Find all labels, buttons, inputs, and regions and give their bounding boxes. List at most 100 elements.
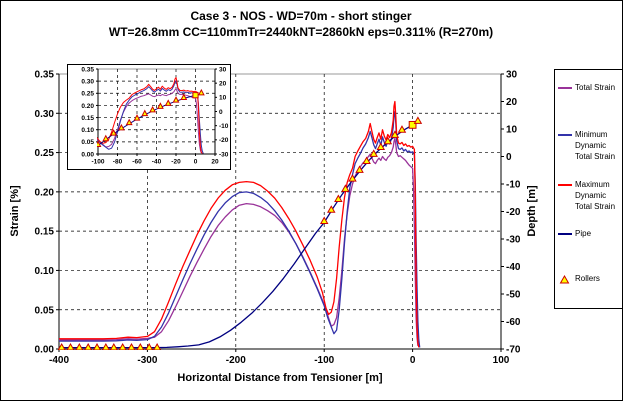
roller-triangle-marker [383, 136, 393, 145]
y-left-tick-label: 0.15 [81, 115, 94, 122]
x-tick-label: -80 [113, 159, 123, 166]
chart-title: Case 3 - NOS - WD=70m - short stinger [190, 9, 412, 23]
roller-triangle-marker [118, 342, 127, 350]
roller-triangle-marker [84, 342, 93, 350]
roller-triangle-marker [125, 118, 133, 126]
roller-triangle-marker [164, 99, 172, 106]
x-tick-label: 0 [410, 355, 416, 366]
x-tick-label: -40 [152, 159, 162, 166]
y-right-tick-label: -30 [219, 151, 229, 158]
roller-triangle-marker [369, 149, 378, 157]
roller-triangle-marker [397, 125, 407, 133]
roller-triangle-marker [145, 342, 154, 350]
chart-subtitle: WT=26.8mm CC=110mmTr=2440kNT=2860kN eps=… [108, 25, 494, 39]
x-tick-label: -60 [132, 159, 142, 166]
y-left-tick-label: 0.35 [35, 70, 55, 81]
y-left-tick-label: 0.20 [35, 187, 55, 198]
x-tick-label: -200 [226, 355, 246, 366]
roller-triangle-marker [334, 194, 343, 202]
roller-triangle-marker [348, 174, 357, 182]
roller-triangle-marker [197, 88, 205, 96]
x-tick-label: -100 [91, 159, 104, 166]
y-left-tick-label: 0.00 [35, 345, 55, 356]
y-right-tick-label: 0 [506, 152, 512, 163]
roller-triangle-marker [97, 140, 102, 147]
series-minimum-dynamic-total-strain [97, 80, 204, 154]
series-maximum-dynamic-total-strain [59, 100, 420, 348]
series-total-strain [59, 137, 419, 346]
y-left-tick-label: 0.35 [81, 66, 94, 73]
legend-item-pipe: Pipe [558, 229, 619, 240]
x-tick-label: 100 [493, 355, 510, 366]
x-tick-label: -100 [314, 355, 334, 366]
roller-triangle-marker [75, 342, 84, 350]
y-right-tick-label: 30 [506, 70, 518, 81]
legend-item-rollers: Rollers [558, 274, 619, 285]
y-left-tick-label: 0.05 [81, 139, 94, 146]
roller-triangle-marker [110, 129, 118, 136]
x-axis-title: Horizontal Distance from Tensioner [m] [177, 372, 383, 384]
roller-triangle-marker [319, 216, 329, 224]
legend-label: Pipe [575, 229, 592, 238]
roller-triangle-marker [413, 116, 423, 124]
y-left-tick-label: 0.10 [81, 127, 94, 134]
roller-triangle-marker [136, 342, 145, 350]
roller-triangle-marker [127, 342, 136, 350]
legend-item-minimum-dynamic-total-strain: Minimum Dynamic Total Strain [558, 130, 619, 162]
y-right-tick-label: -20 [219, 137, 229, 144]
roller-triangle-marker [327, 205, 336, 213]
legend: Total Strain Minimum Dynamic Total Strai… [554, 69, 622, 309]
y-right-tick-label: 30 [219, 66, 227, 73]
total-strain-line-icon [558, 87, 572, 89]
roller-triangle-marker [180, 93, 188, 100]
y-right-tick-label: -70 [506, 345, 521, 356]
roller-triangle-marker [362, 156, 371, 165]
x-tick-label: -400 [49, 355, 69, 366]
x-tick-label: -300 [137, 355, 157, 366]
y-right-tick-label: -50 [506, 290, 521, 301]
y-axis-right-title: Depth [m] [526, 185, 538, 237]
y-left-tick-label: 0.30 [81, 78, 94, 85]
y-right-tick-label: -20 [506, 207, 521, 218]
roller-triangle-marker [66, 342, 75, 350]
minimum-dynamic-line-icon [558, 134, 572, 136]
y-right-tick-label: 20 [219, 81, 227, 88]
pipe-line-icon [558, 233, 572, 235]
roller-triangle-marker [117, 123, 125, 131]
y-right-tick-label: 0 [219, 109, 223, 116]
roller-triangle-marker [109, 342, 118, 350]
y-right-tick-label: -10 [219, 123, 229, 130]
inset-plot-area: 0.00 0.05 0.10 0.15 0.20 0.25 0.30 0.35 30 20 10 0 -… [67, 64, 231, 170]
y-axis-left-title: Strain [%] [9, 185, 21, 237]
roller-triangle-marker [390, 130, 400, 138]
y-right-tick-label: -60 [506, 317, 521, 328]
series-total-strain [97, 88, 202, 154]
y-right-tick-label: -10 [506, 180, 521, 191]
roller-triangle-marker [133, 114, 141, 121]
x-tick-label: 20 [211, 159, 219, 166]
y-left-tick-label: 0.10 [35, 266, 55, 277]
roller-triangle-marker [93, 342, 101, 350]
roller-triangle-marker [376, 142, 386, 151]
y-right-tick-label: 20 [506, 97, 518, 108]
roller-square-marker [192, 92, 199, 99]
legend-label: Rollers [575, 274, 600, 283]
y-left-tick-label: 0.30 [35, 109, 55, 120]
roller-triangle-marker [156, 102, 164, 109]
legend-label: Total Strain [575, 83, 616, 92]
legend-item-total-strain: Total Strain [558, 83, 619, 94]
y-right-tick-label: -30 [506, 235, 521, 246]
y-left-tick-label: 0.25 [81, 91, 94, 98]
roller-triangle-icon [559, 275, 570, 284]
y-right-tick-label: 10 [219, 95, 227, 102]
y-left-tick-label: 0.05 [35, 305, 55, 316]
series-maximum-dynamic-total-strain [97, 77, 203, 154]
legend-item-maximum-dynamic-total-strain: Maximum Dynamic Total Strain [558, 180, 619, 212]
x-tick-label: 0 [194, 159, 198, 166]
roller-triangle-marker [355, 165, 364, 173]
roller-triangle-marker [102, 134, 110, 142]
roller-triangle-marker [341, 184, 350, 192]
roller-triangle-marker [101, 342, 110, 350]
y-left-tick-label: 0.00 [81, 151, 94, 158]
